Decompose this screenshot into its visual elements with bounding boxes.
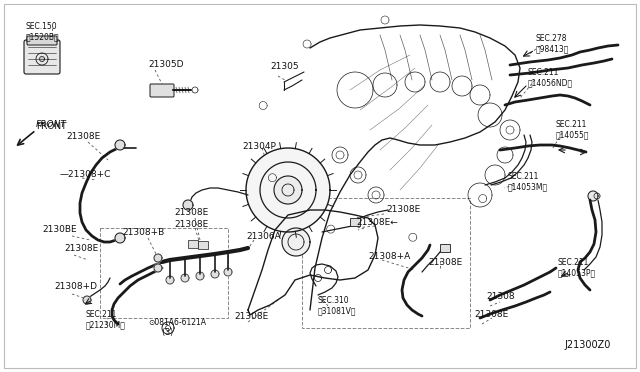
Polygon shape <box>246 148 330 232</box>
Polygon shape <box>181 274 189 282</box>
Text: SEC.310
〨31081V〩: SEC.310 〨31081V〩 <box>318 296 356 315</box>
Text: 21308E←: 21308E← <box>356 218 397 227</box>
Bar <box>440 244 450 252</box>
Text: 21308E: 21308E <box>234 312 268 321</box>
Polygon shape <box>40 57 45 61</box>
Polygon shape <box>211 270 219 278</box>
Text: 21308+B: 21308+B <box>122 228 164 237</box>
Text: 21306A: 21306A <box>246 232 281 241</box>
Text: 2130BE: 2130BE <box>42 225 77 234</box>
Bar <box>302 198 470 328</box>
Text: 21305: 21305 <box>270 62 299 71</box>
Text: 21308E: 21308E <box>428 258 462 267</box>
Text: 21308E: 21308E <box>386 205 420 214</box>
Polygon shape <box>115 233 125 243</box>
Polygon shape <box>166 276 174 284</box>
Text: 21304P: 21304P <box>242 142 276 151</box>
Polygon shape <box>196 272 204 280</box>
FancyBboxPatch shape <box>27 36 57 45</box>
Polygon shape <box>224 268 232 276</box>
Bar <box>100 228 228 318</box>
Polygon shape <box>115 140 125 150</box>
Text: 21305D: 21305D <box>148 60 184 69</box>
Polygon shape <box>154 254 162 262</box>
Text: SEC.211
〨21230M〩: SEC.211 〨21230M〩 <box>86 310 126 329</box>
Bar <box>188 240 198 248</box>
Polygon shape <box>282 228 310 256</box>
Text: J21300Z0: J21300Z0 <box>564 340 611 350</box>
Text: SEC.211
〨14053P〩: SEC.211 〨14053P〩 <box>558 258 596 278</box>
Polygon shape <box>588 191 598 201</box>
Text: —21308+C: —21308+C <box>60 170 111 179</box>
Text: 21308+D: 21308+D <box>54 282 97 291</box>
Polygon shape <box>154 264 162 272</box>
FancyBboxPatch shape <box>24 40 60 74</box>
Text: SEC.211
〨14053M〩: SEC.211 〨14053M〩 <box>508 172 548 192</box>
Bar <box>350 218 360 226</box>
FancyBboxPatch shape <box>150 84 174 97</box>
Polygon shape <box>274 176 302 204</box>
Text: SEC.211
〨14056ND〩: SEC.211 〨14056ND〩 <box>528 68 573 87</box>
Text: FRONT: FRONT <box>36 120 67 129</box>
Text: SEC.150
〨1520B〩: SEC.150 〨1520B〩 <box>26 22 60 41</box>
Text: 21308E: 21308E <box>174 208 208 217</box>
Text: FRONT: FRONT <box>36 122 67 131</box>
Text: 21308E: 21308E <box>64 244 99 253</box>
Text: 21308E: 21308E <box>66 132 100 141</box>
Bar <box>198 241 208 249</box>
Text: SEC.278
〨98413〩: SEC.278 〨98413〩 <box>536 34 570 54</box>
Text: 21308E: 21308E <box>474 310 508 319</box>
Text: ⊙081A6-6121A
      (3): ⊙081A6-6121A (3) <box>148 318 206 337</box>
Text: 21308+A: 21308+A <box>368 252 410 261</box>
Polygon shape <box>183 200 193 210</box>
Text: SEC.211
〨14055〩: SEC.211 〨14055〩 <box>556 120 589 140</box>
Text: 21308E: 21308E <box>174 220 208 229</box>
Polygon shape <box>83 296 91 304</box>
Text: 21308: 21308 <box>486 292 515 301</box>
